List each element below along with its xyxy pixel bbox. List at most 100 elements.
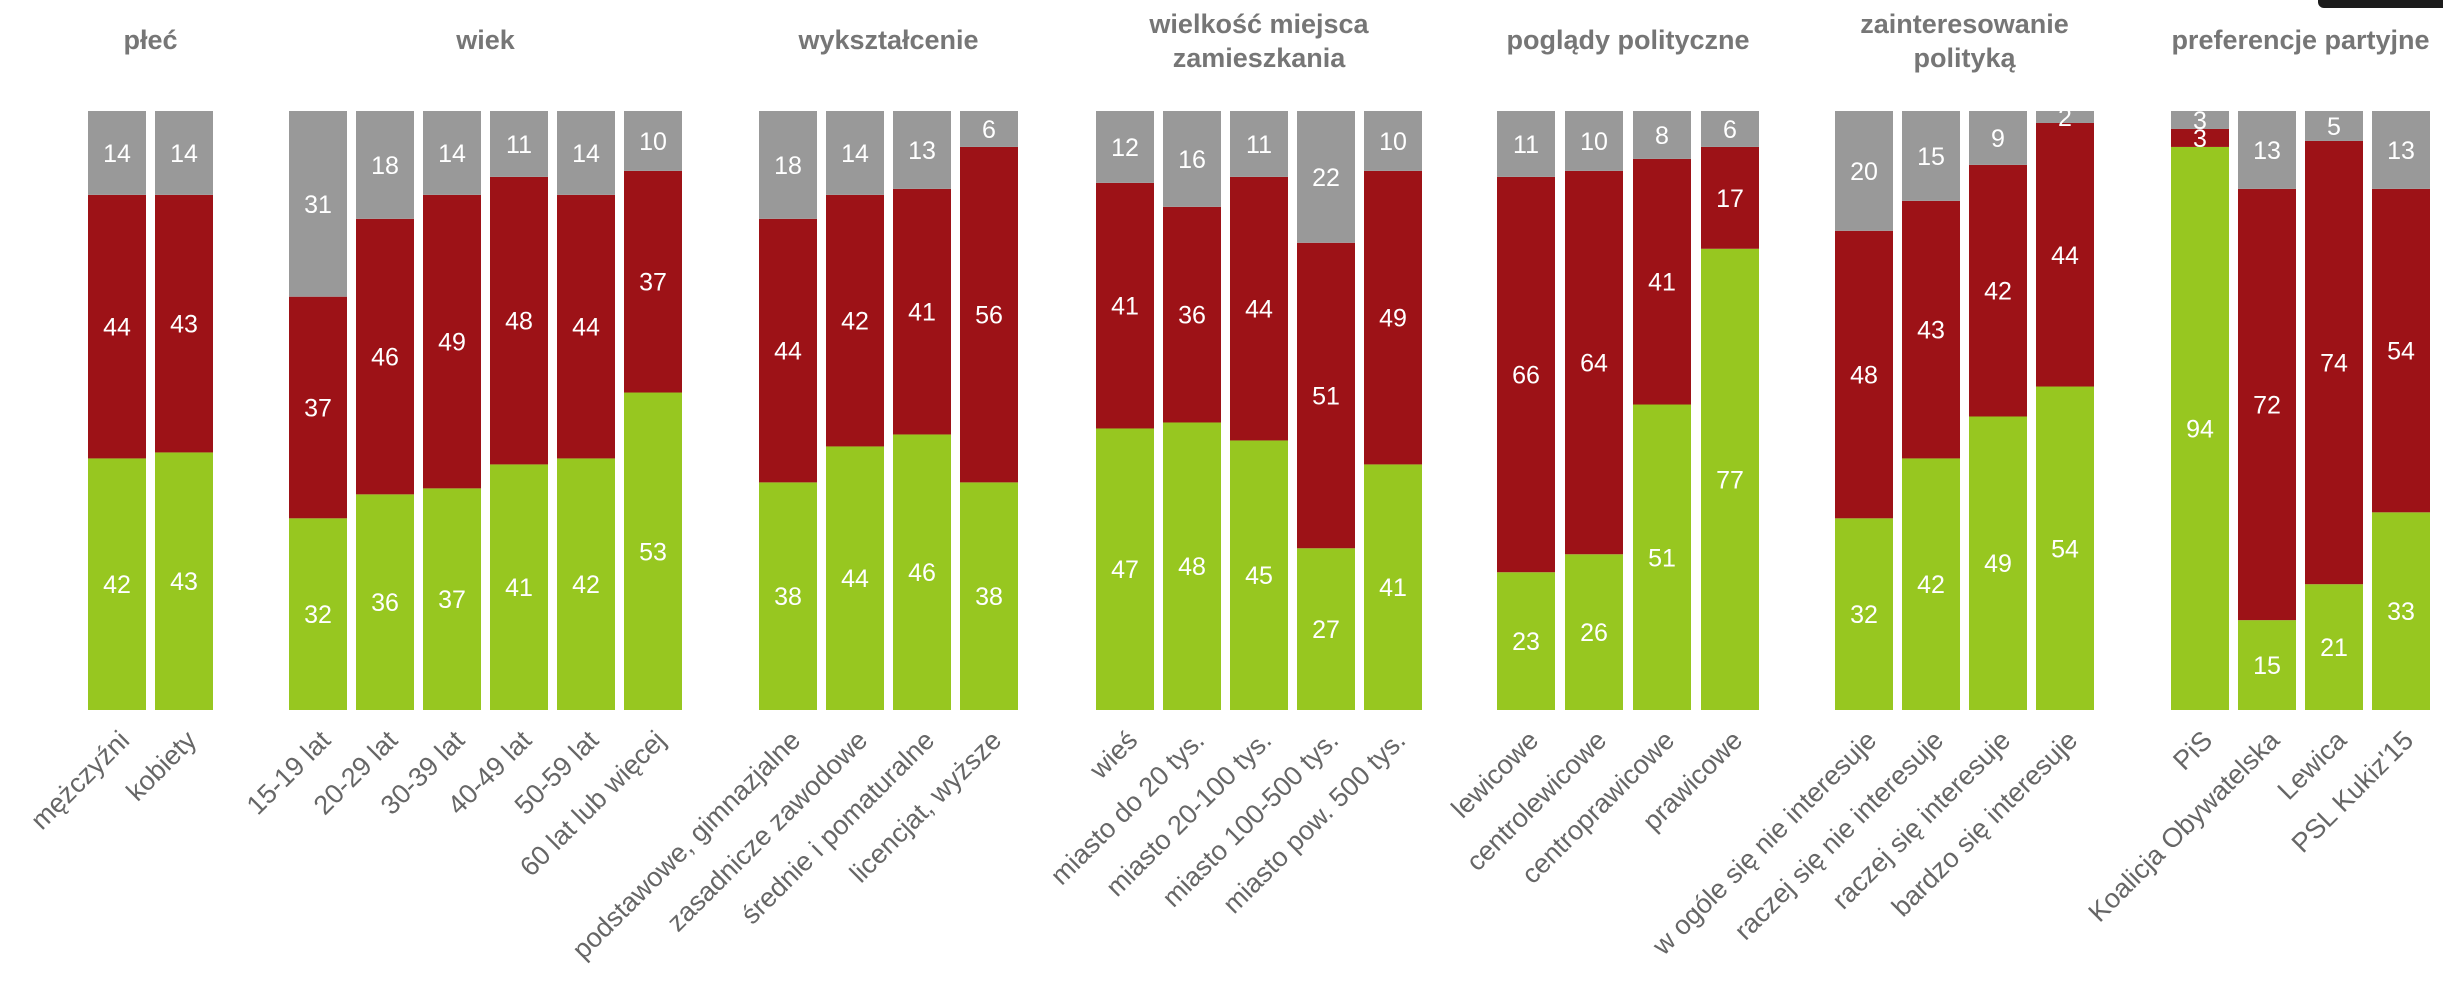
corner-image [2318,0,2443,8]
bar-segment-red [2238,188,2296,621]
bar-segment-green [1565,554,1623,710]
data-label: 14 [572,140,600,168]
data-label: 47 [1111,556,1139,584]
data-label: 20 [1850,158,1878,186]
bar-segment-red [1497,176,1555,573]
group-title: polityką [1913,43,2016,73]
bar-segment-gray [960,111,1018,147]
bar-segment-red [1565,170,1623,555]
data-label: 49 [438,329,466,357]
bar-segment-gray [1364,111,1422,171]
data-label: 74 [2320,350,2348,378]
data-label: 43 [1917,317,1945,345]
data-label: 5 [2327,113,2341,141]
data-label: 44 [774,338,802,366]
data-label: 64 [1580,350,1608,378]
bar-segment-gray [1701,111,1759,147]
data-label: 54 [2051,535,2079,563]
bar-segment-green [1163,422,1221,710]
bar-segment-red [1633,158,1691,405]
data-label: 38 [774,583,802,611]
bar-segment-green [759,482,817,710]
data-label: 14 [841,140,869,168]
data-label: 14 [103,140,131,168]
data-label: 44 [841,565,869,593]
data-label: 6 [982,116,996,144]
group-title: wiek [455,25,516,55]
data-label: 8 [1655,122,1669,150]
bar-segment-gray [624,111,682,171]
data-label: 15 [1917,143,1945,171]
data-label: 10 [1580,128,1608,156]
bar-segment-gray [1096,111,1154,183]
data-label: 13 [2253,137,2281,165]
data-label: 15 [2253,652,2281,680]
data-label: 41 [1379,574,1407,602]
bar-segment-red [2305,140,2363,585]
bar-segment-green [2372,512,2430,710]
bar-segment-red [2171,128,2229,147]
bar-segment-red [624,170,682,393]
data-label: 23 [1512,628,1540,656]
group-title: poglądy polityczne [1506,25,1749,55]
bar-segment-red [557,194,615,459]
data-label: 51 [1648,544,1676,572]
bar-segment-green [1633,404,1691,710]
data-label: 72 [2253,392,2281,420]
data-label: 18 [371,152,399,180]
data-label: 11 [506,131,532,159]
data-label: 16 [1178,146,1206,174]
bar-segment-gray [2238,111,2296,189]
data-label: 10 [1379,128,1407,156]
bar-segment-green [1497,572,1555,710]
data-label: 6 [1723,116,1737,144]
bar-segment-gray [88,111,146,195]
data-label: 9 [1991,125,2005,153]
bar-segment-gray [893,111,951,189]
bar-segment-green [2238,620,2296,710]
bar-segment-red [1364,170,1422,465]
data-label: 42 [103,571,131,599]
data-label: 41 [505,574,533,602]
bar-segment-gray [759,111,817,219]
data-label: 10 [639,128,667,156]
data-label: 41 [908,299,936,327]
bar-segment-red [1701,146,1759,249]
bar-segment-green [423,488,481,710]
group-title: wykształcenie [797,25,978,55]
bar-segment-green [1835,518,1893,710]
bar-segment-gray [2372,111,2430,189]
data-label: 44 [103,314,131,342]
bar-segment-red [1969,164,2027,417]
bar-segment-red [490,176,548,465]
bar-segment-gray [1163,111,1221,207]
bar-segment-green [1902,458,1960,710]
data-label: 26 [1580,619,1608,647]
data-label: 14 [438,140,466,168]
data-label: 48 [1178,553,1206,581]
bar-segment-red [88,194,146,459]
bar-segment-red [1096,182,1154,429]
data-label: 18 [774,152,802,180]
data-label: 36 [1178,302,1206,330]
data-label: 44 [2051,242,2079,270]
data-label: 12 [1111,134,1139,162]
bar-segment-red [2036,122,2094,387]
bar-segment-gray [2305,111,2363,141]
group-title: płeć [123,25,177,55]
bar-segment-red [826,194,884,447]
data-label: 51 [1312,383,1340,411]
data-label: 13 [2387,137,2415,165]
bar-segment-gray [1565,111,1623,171]
bar-segment-gray [155,111,213,195]
bar-segment-red [155,194,213,453]
bar-segment-red [893,188,951,435]
bar-segment-green [960,482,1018,710]
bar-segment-green [2305,584,2363,710]
data-label: 77 [1716,466,1744,494]
data-label: 41 [1111,293,1139,321]
data-label: 27 [1312,616,1340,644]
bar-segment-green [1364,464,1422,710]
data-label: 32 [304,601,332,629]
